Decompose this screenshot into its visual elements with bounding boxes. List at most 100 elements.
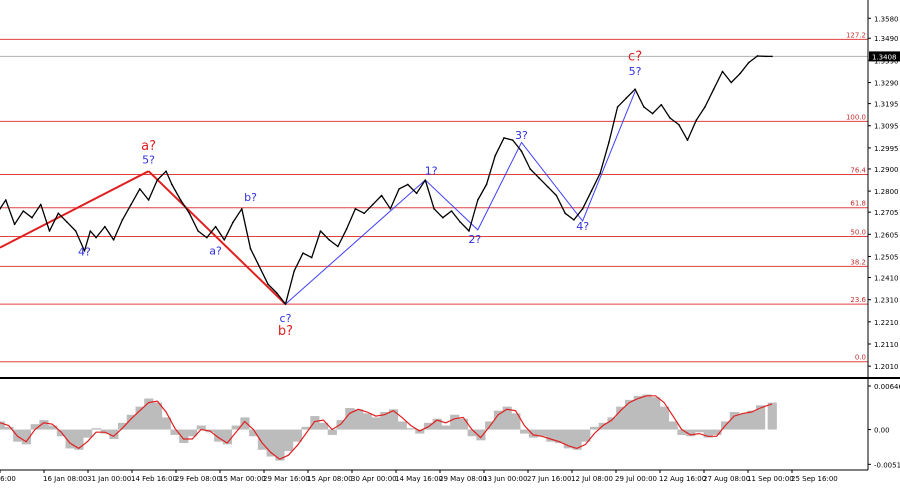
fib-level-label-4: 50.0: [850, 229, 866, 237]
wave-line-0: [0, 170, 150, 249]
osc-bar-84: [729, 412, 739, 430]
price-point-79: [677, 123, 680, 126]
price-point-1: [5, 199, 7, 201]
osc-bar-85: [738, 413, 748, 430]
price-point-41: [345, 227, 348, 230]
time-tick-label-7: 15 Apr 08:00: [307, 475, 353, 483]
osc-bar-0: [0, 421, 5, 430]
osc-bar-80: [694, 429, 705, 433]
price-tick-label-4: 1.3195: [874, 101, 899, 109]
price-point-54: [459, 221, 462, 223]
osc-bar-61: [528, 429, 538, 438]
price-point-60: [511, 139, 514, 141]
osc-bar-16: [135, 406, 145, 430]
osc-bar-59: [511, 413, 521, 430]
osc-bar-22: [187, 429, 198, 437]
price-point-51: [433, 208, 435, 210]
price-tick-label-5: 1.3095: [874, 123, 899, 131]
osc-bar-47: [406, 428, 416, 430]
osc-bar-20: [170, 429, 180, 435]
price-point-83: [712, 88, 715, 90]
osc-bar-63: [546, 429, 556, 442]
price-point-46: [389, 208, 392, 210]
osc-bar-18: [152, 402, 163, 430]
osc-bar-21: [179, 429, 189, 444]
osc-bar-77: [668, 421, 678, 430]
osc-bar-70: [607, 417, 617, 430]
current-price-label: 1.3408: [872, 53, 897, 61]
fib-level-label-5: 38.2: [850, 258, 866, 266]
osc-bar-30: [257, 429, 268, 450]
price-tick-label-9: 1.2705: [874, 209, 899, 217]
osc-bar-5: [39, 420, 49, 430]
osc-bar-42: [362, 413, 372, 430]
price-panel: 127.2100.076.461.850.038.223.60.0a?5?4?b…: [0, 0, 900, 470]
time-tick-label-16: 27 Aug 08:00: [703, 475, 750, 483]
price-tick-label-15: 1.2110: [874, 341, 899, 349]
osc-bar-2: [13, 429, 23, 442]
price-point-78: [669, 117, 671, 119]
price-point-44: [372, 203, 374, 206]
price-point-56: [476, 199, 479, 201]
osc-bar-53: [458, 418, 469, 430]
current-price-tag: [869, 51, 900, 62]
price-tick-label-1: 1.3490: [874, 35, 899, 43]
time-tick-label-4: 29 Feb 08:00: [175, 475, 221, 483]
osc-bar-17: [144, 398, 154, 430]
osc-bar-39: [336, 420, 346, 430]
osc-bar-8: [65, 429, 75, 449]
osc-bar-6: [48, 425, 58, 430]
price-point-40: [337, 245, 339, 248]
price-tick-label-10: 1.2605: [874, 231, 899, 239]
osc-bar-72: [624, 399, 635, 430]
price-point-13: [104, 225, 106, 228]
price-point-75: [643, 106, 645, 108]
wave-line-1: [147, 170, 287, 305]
price-point-31: [258, 265, 261, 268]
osc-bar-28: [240, 417, 250, 430]
osc-bar-4: [30, 424, 40, 430]
price-point-7: [57, 212, 60, 215]
price-point-6: [48, 230, 51, 232]
fib-level-label-2: 76.4: [850, 166, 866, 174]
osc-bar-23: [196, 425, 206, 430]
price-point-63: [538, 177, 540, 179]
wave-label-7: 1?: [425, 164, 438, 177]
price-point-89: [765, 55, 767, 58]
time-tick-label-9: 14 May 16:00: [395, 475, 443, 483]
osc-bar-65: [563, 429, 573, 449]
time-tick-label-1: 16 Jan 08:00: [43, 475, 87, 483]
price-point-73: [625, 97, 628, 99]
price-point-85: [730, 81, 733, 84]
wave-label-6: b?: [278, 324, 293, 339]
wave-label-1: 5?: [142, 153, 155, 166]
osc-bar-62: [537, 429, 547, 437]
price-point-32: [267, 283, 269, 285]
time-tick-label-12: 27 Jun 16:00: [527, 475, 571, 483]
osc-bar-87: [756, 405, 766, 430]
osc-bar-11: [91, 428, 101, 430]
price-point-22: [179, 199, 182, 201]
osc-bar-19: [161, 417, 171, 430]
osc-bar-26: [222, 429, 233, 445]
osc-bar-12: [100, 429, 110, 434]
time-tick-label-3: 14 Feb 16:00: [131, 475, 177, 483]
osc-bar-46: [397, 421, 407, 430]
price-point-66: [564, 212, 566, 215]
price-point-61: [520, 150, 523, 153]
price-point-80: [686, 139, 689, 141]
price-point-88: [756, 55, 759, 57]
price-point-84: [721, 70, 724, 73]
price-point-70: [599, 172, 601, 175]
price-point-11: [89, 230, 92, 232]
wave-label-0: a?: [141, 139, 156, 154]
price-point-28: [232, 221, 234, 223]
price-point-21: [171, 183, 173, 186]
osc-bar-75: [651, 397, 661, 430]
price-point-3: [22, 210, 25, 212]
price-point-62: [529, 168, 532, 170]
time-tick-label-11: 13 Jun 00:00: [483, 475, 527, 483]
wave-label-9: 3?: [515, 129, 528, 142]
